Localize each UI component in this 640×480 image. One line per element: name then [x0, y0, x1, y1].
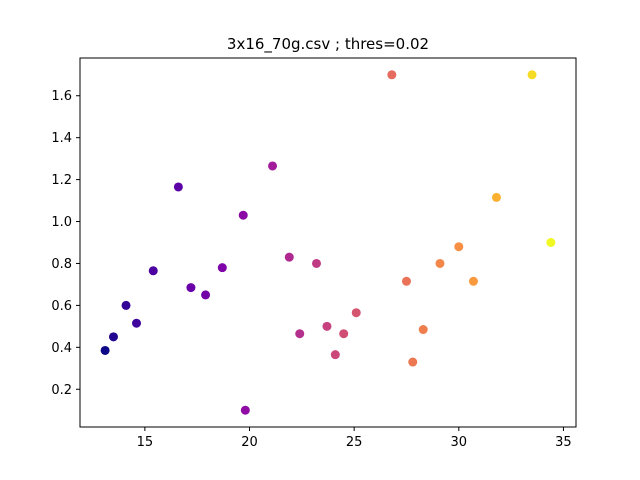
data-point [527, 70, 537, 80]
x-tick-label: 35 [555, 435, 572, 450]
y-tick-label: 0.4 [51, 341, 72, 356]
data-point [311, 258, 321, 268]
y-tick-label: 0.8 [51, 257, 72, 272]
data-point [238, 210, 248, 220]
data-point [100, 345, 110, 355]
x-tick-label: 25 [346, 435, 363, 450]
data-point [284, 252, 294, 262]
data-point [491, 192, 501, 202]
data-point [435, 258, 445, 268]
data-point [217, 263, 227, 273]
data-point [173, 182, 183, 192]
axis-ticks: 15 20 25 30 35 0.2 0.4 0.6 0.8 1.0 1.2 1.4 1.6 [51, 89, 571, 450]
data-point [186, 283, 196, 293]
y-tick-label: 0.2 [51, 383, 72, 398]
data-point [121, 300, 131, 310]
data-point [408, 357, 418, 367]
data-point [351, 308, 361, 318]
data-point [468, 276, 478, 286]
y-tick-label: 0.6 [51, 299, 72, 314]
x-tick-label: 15 [137, 435, 154, 450]
data-point [201, 290, 211, 300]
data-point [454, 242, 464, 252]
x-tick-label: 30 [451, 435, 468, 450]
x-tick-label: 20 [241, 435, 258, 450]
chart-title: 3x16_70g.csv ; thres=0.02 [227, 35, 429, 54]
data-point [295, 329, 305, 339]
data-point [339, 329, 349, 339]
data-point [387, 70, 397, 80]
data-point [401, 276, 411, 286]
data-point [108, 332, 118, 342]
data-point [132, 318, 142, 328]
plot-frame [79, 57, 577, 428]
y-tick-label: 1.6 [51, 89, 72, 104]
data-point [546, 238, 556, 247]
y-tick-label: 1.4 [51, 131, 72, 146]
y-tick-label: 1.2 [51, 173, 72, 188]
data-point [148, 266, 158, 276]
y-tick-label: 1.0 [51, 215, 72, 230]
data-points [100, 70, 556, 415]
data-point [240, 405, 250, 415]
data-point [322, 321, 332, 331]
data-point [330, 350, 340, 360]
data-point [418, 325, 428, 335]
data-point [268, 161, 278, 171]
